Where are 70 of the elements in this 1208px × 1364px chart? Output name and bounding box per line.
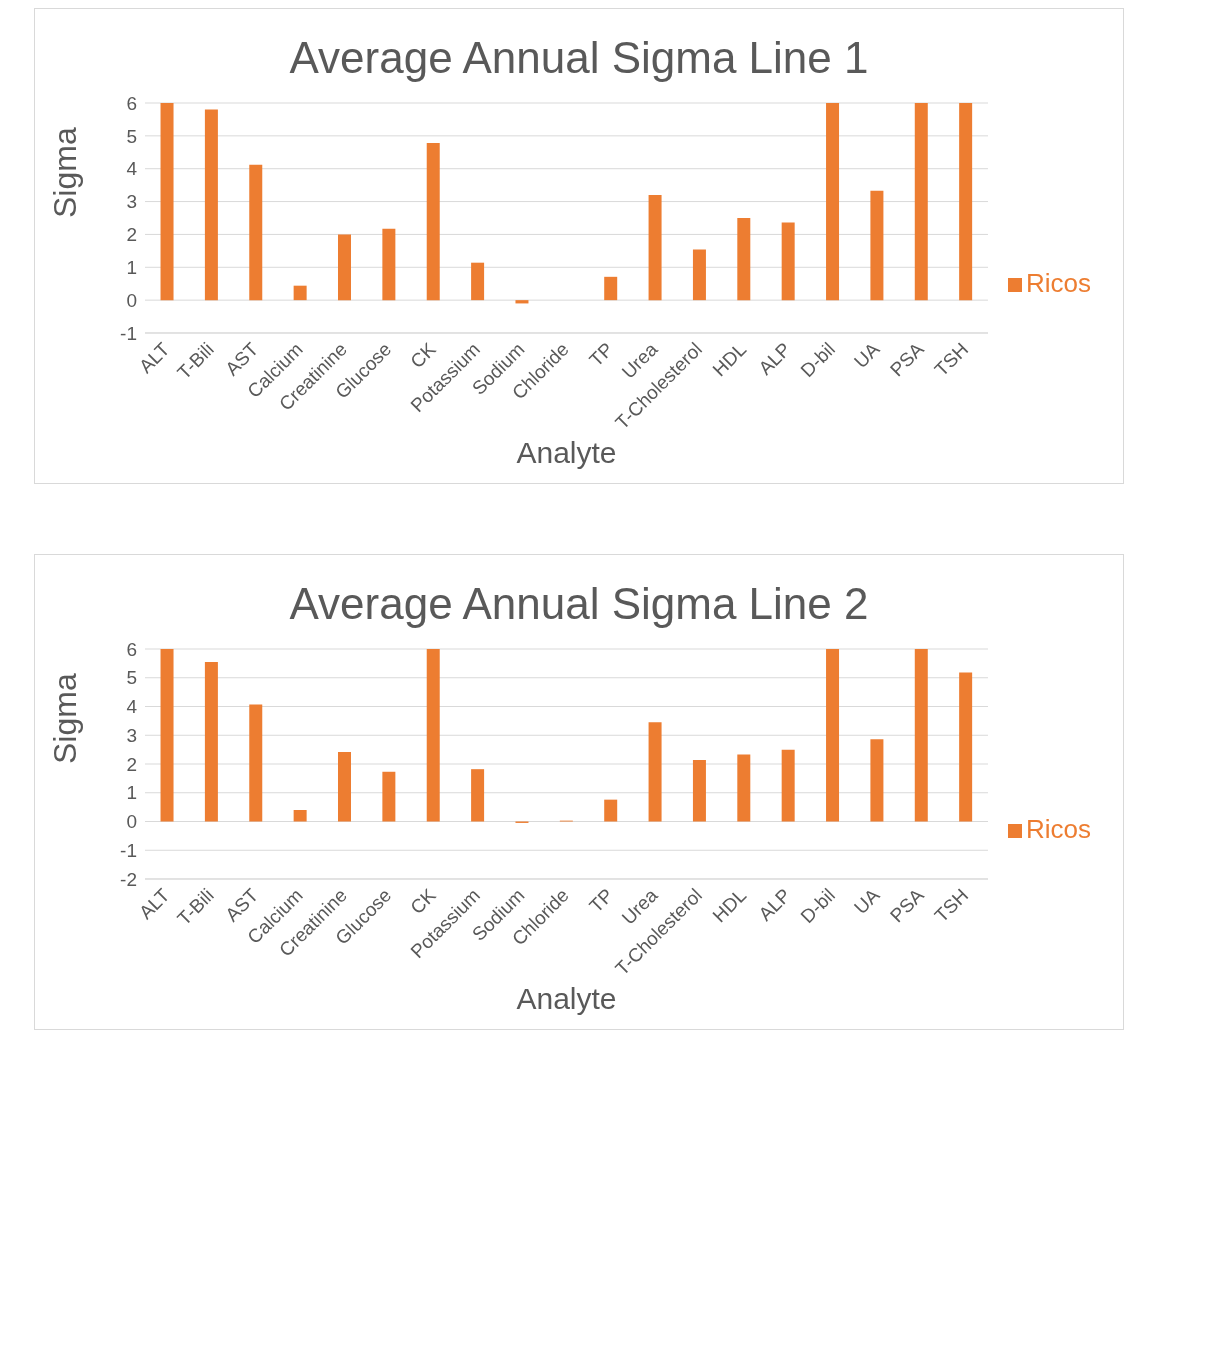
bar (515, 300, 529, 304)
chart-title: Average Annual Sigma Line 1 (288, 33, 870, 83)
bar (293, 285, 307, 301)
x-axis-title: Analyte (516, 982, 617, 1015)
bar (648, 195, 662, 301)
bar (382, 228, 396, 301)
bar (471, 262, 485, 301)
x-tick-label: TP (585, 338, 618, 371)
bar (692, 249, 706, 301)
legend-label: Ricos (1025, 267, 1091, 298)
bar (914, 649, 928, 822)
bar (160, 649, 174, 822)
y-tick-label: 1 (126, 257, 137, 279)
bar (160, 103, 174, 301)
y-tick-label: 2 (126, 224, 137, 246)
x-tick-label: UA (849, 338, 884, 373)
y-tick-label: 3 (126, 191, 137, 213)
bar (870, 739, 884, 822)
y-tick-label: 5 (126, 125, 137, 147)
bar (426, 649, 440, 822)
bar (426, 143, 440, 301)
bar (604, 276, 618, 301)
y-tick-label: 5 (126, 667, 137, 689)
x-tick-label: HDL (708, 338, 751, 381)
bar (382, 771, 396, 822)
bar (471, 769, 485, 822)
y-axis-title: Sigma (47, 673, 84, 764)
bar (914, 103, 928, 301)
bar (204, 109, 218, 301)
bar (293, 810, 307, 822)
bar (204, 661, 218, 822)
legend-label: Ricos (1025, 813, 1091, 844)
bar (826, 103, 840, 301)
y-tick-label: 6 (126, 638, 137, 660)
bar (959, 103, 973, 301)
bar (338, 751, 351, 822)
y-tick-label: 6 (126, 92, 137, 114)
bar (870, 190, 884, 301)
y-tick-label: -1 (120, 839, 137, 861)
chart-title: Average Annual Sigma Line 2 (288, 579, 870, 629)
bar (826, 649, 840, 822)
bar (781, 222, 795, 301)
x-tick-label: PSA (886, 338, 929, 381)
y-axis-title: Sigma (47, 127, 84, 218)
y-tick-label: 2 (126, 753, 137, 775)
bar (249, 704, 263, 822)
bar (648, 722, 662, 822)
y-tick-label: -1 (120, 322, 137, 344)
y-tick-label: 0 (126, 811, 137, 833)
y-tick-label: 4 (126, 158, 138, 180)
y-tick-label: 3 (126, 724, 137, 746)
bar (249, 164, 263, 301)
bar (781, 749, 795, 822)
y-tick-label: 4 (126, 696, 138, 718)
x-tick-label: TSH (930, 338, 973, 381)
bar (737, 754, 751, 822)
bar (338, 234, 351, 301)
bar (604, 799, 618, 822)
bar (692, 759, 706, 822)
y-tick-label: 0 (126, 289, 137, 311)
x-axis-title: Analyte (516, 436, 617, 469)
y-tick-label: 1 (126, 782, 137, 804)
bar (737, 218, 751, 301)
x-tick-label: HDL (708, 884, 751, 927)
x-tick-label: PSA (886, 884, 929, 927)
y-tick-label: -2 (120, 868, 137, 890)
bar (959, 672, 973, 822)
x-tick-label: UA (849, 884, 884, 919)
x-tick-label: TSH (930, 884, 973, 927)
x-tick-label: TP (585, 884, 618, 917)
